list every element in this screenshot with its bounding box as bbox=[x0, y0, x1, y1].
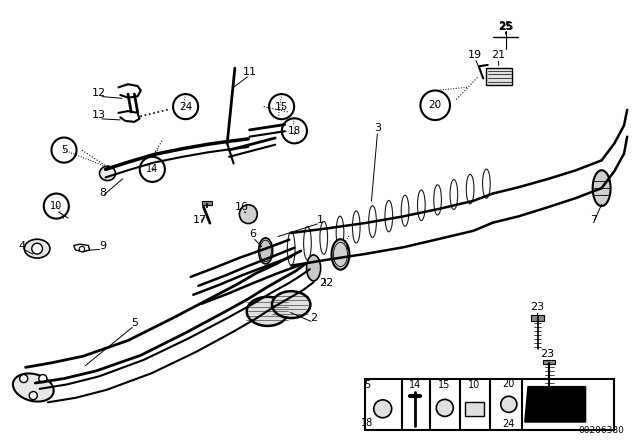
Ellipse shape bbox=[593, 170, 611, 206]
Text: 12: 12 bbox=[92, 88, 106, 98]
Text: 21: 21 bbox=[491, 50, 505, 60]
Text: 2: 2 bbox=[310, 313, 317, 323]
Text: 1: 1 bbox=[317, 215, 323, 224]
Text: 20: 20 bbox=[502, 379, 515, 389]
Text: 25: 25 bbox=[498, 22, 513, 32]
Text: 5: 5 bbox=[364, 380, 371, 390]
Ellipse shape bbox=[24, 239, 50, 258]
Ellipse shape bbox=[307, 255, 321, 281]
Text: 6: 6 bbox=[250, 229, 256, 239]
Text: 15: 15 bbox=[438, 380, 451, 390]
Bar bbox=[486, 68, 512, 85]
Ellipse shape bbox=[259, 238, 273, 264]
Text: 14: 14 bbox=[409, 380, 422, 390]
Ellipse shape bbox=[239, 205, 257, 224]
Text: 17: 17 bbox=[193, 215, 207, 224]
Circle shape bbox=[79, 246, 84, 252]
Text: 8: 8 bbox=[99, 188, 106, 198]
Polygon shape bbox=[525, 387, 586, 422]
Bar bbox=[365, 379, 614, 430]
Circle shape bbox=[39, 375, 47, 383]
Text: 4: 4 bbox=[19, 241, 26, 250]
Ellipse shape bbox=[13, 374, 54, 401]
Circle shape bbox=[29, 392, 37, 400]
Text: 11: 11 bbox=[243, 67, 257, 77]
Text: 22: 22 bbox=[319, 278, 333, 288]
Text: 13: 13 bbox=[92, 110, 106, 120]
Text: 20: 20 bbox=[429, 100, 442, 110]
Circle shape bbox=[32, 243, 42, 254]
Text: 10: 10 bbox=[468, 380, 481, 390]
Text: 23: 23 bbox=[531, 302, 545, 312]
Bar bbox=[465, 401, 484, 416]
Text: 5: 5 bbox=[61, 145, 67, 155]
Text: 18: 18 bbox=[288, 126, 301, 136]
Ellipse shape bbox=[332, 239, 349, 270]
Text: 16: 16 bbox=[235, 202, 249, 212]
Bar bbox=[531, 315, 544, 321]
Text: 00206380: 00206380 bbox=[579, 426, 625, 435]
Text: 5: 5 bbox=[131, 318, 138, 327]
Text: 7: 7 bbox=[589, 215, 597, 224]
Text: 14: 14 bbox=[146, 164, 159, 174]
Text: 19: 19 bbox=[468, 50, 482, 60]
Ellipse shape bbox=[246, 297, 288, 326]
Text: 9: 9 bbox=[99, 241, 106, 250]
Text: 3: 3 bbox=[374, 123, 381, 133]
Text: 24: 24 bbox=[502, 419, 515, 429]
Bar bbox=[202, 201, 211, 205]
Circle shape bbox=[20, 375, 28, 383]
Text: 15: 15 bbox=[275, 102, 288, 112]
Circle shape bbox=[500, 396, 517, 412]
Ellipse shape bbox=[100, 166, 116, 181]
Circle shape bbox=[374, 400, 392, 418]
Ellipse shape bbox=[272, 291, 310, 318]
Text: 23: 23 bbox=[540, 349, 554, 359]
Bar bbox=[543, 360, 555, 364]
Circle shape bbox=[436, 400, 453, 416]
Text: 18: 18 bbox=[361, 418, 374, 428]
Text: 25: 25 bbox=[499, 21, 513, 31]
Text: 24: 24 bbox=[179, 102, 192, 112]
Text: 10: 10 bbox=[50, 201, 63, 211]
